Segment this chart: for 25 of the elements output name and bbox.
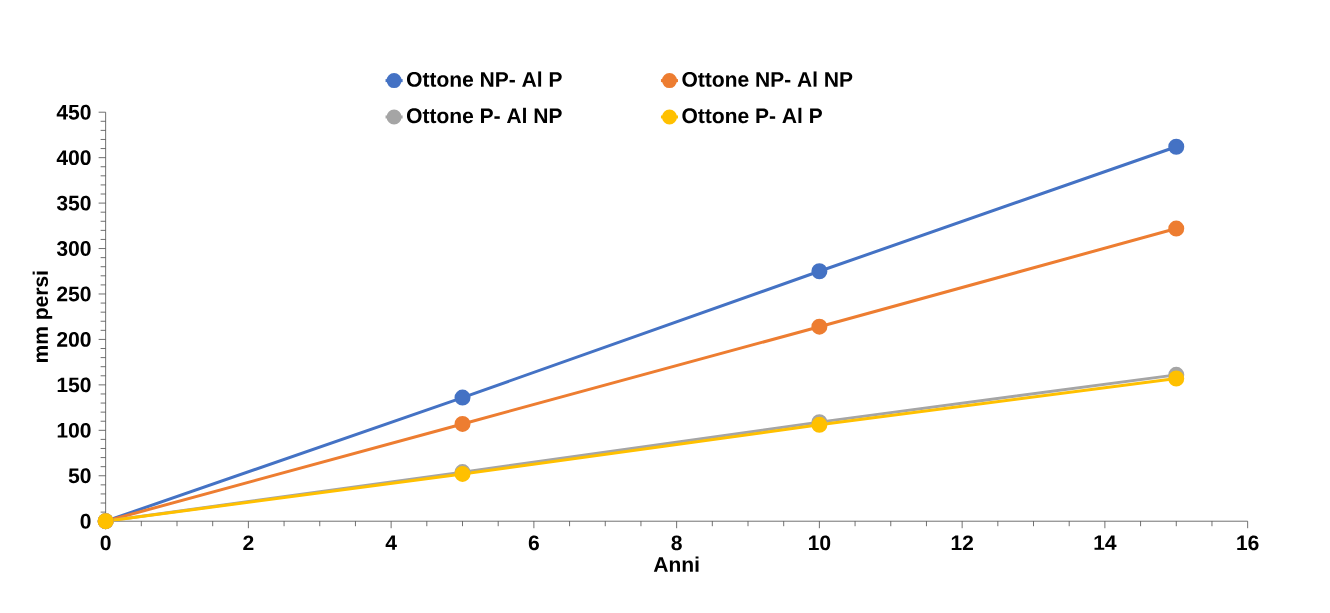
x-tick-label: 6 <box>528 535 539 551</box>
y-tick-label: 300 <box>56 241 91 256</box>
legend-label: Ottone NP- Al P <box>406 71 562 87</box>
x-tick-label: 12 <box>951 535 973 551</box>
y-tick-label: 0 <box>80 513 91 529</box>
legend-label: Ottone P- Al P <box>682 107 822 124</box>
y-tick-label: 100 <box>57 422 91 438</box>
x-tick-label: 16 <box>1237 535 1259 551</box>
y-tick-label: 400 <box>56 150 91 166</box>
x-tick-label: 10 <box>809 535 831 551</box>
x-tick-label: 14 <box>1094 535 1117 550</box>
legend-label: Ottone P- Al NP <box>406 107 562 124</box>
y-tick-label: 150 <box>57 377 91 393</box>
y-tick-label: 450 <box>56 104 91 120</box>
x-tick-label: 2 <box>243 535 254 551</box>
y-tick-label: 250 <box>57 286 91 302</box>
legend-label: Ottone NP- Al NP <box>682 71 853 87</box>
y-tick-label: 50 <box>68 468 91 484</box>
x-tick-label: 8 <box>671 535 682 551</box>
x-axis-title: Anni <box>653 556 699 572</box>
x-tick-label: 4 <box>385 535 397 550</box>
y-tick-label: 200 <box>57 331 91 347</box>
y-axis-title: mm persi <box>32 271 53 363</box>
x-tick-label: 0 <box>100 535 111 551</box>
y-tick-label: 350 <box>56 195 91 211</box>
